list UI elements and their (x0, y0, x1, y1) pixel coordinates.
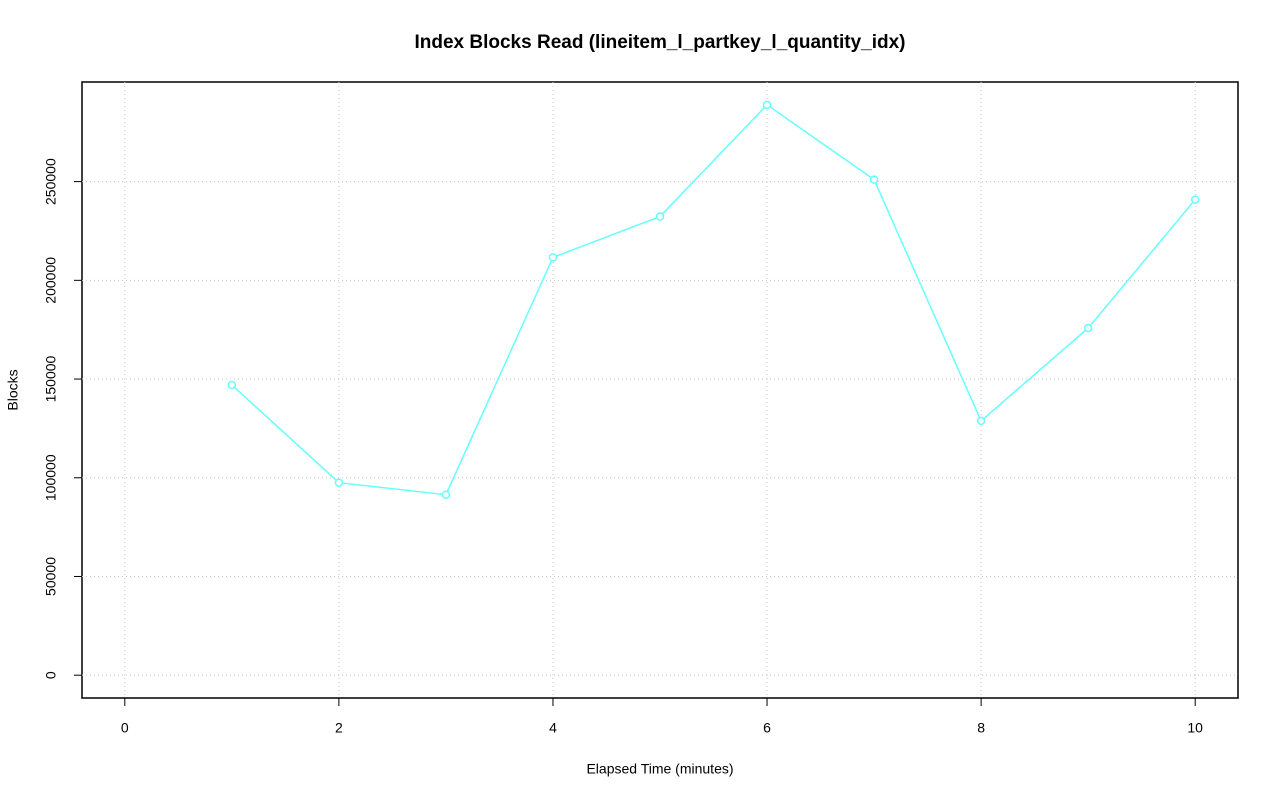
data-point (227, 380, 237, 390)
x-tick-label: 4 (549, 720, 557, 736)
data-point (334, 478, 344, 487)
x-axis-label: Elapsed Time (minutes) (586, 761, 733, 777)
chart-title: Index Blocks Read (lineitem_l_partkey_l_… (414, 32, 905, 53)
y-tick-label: 100000 (43, 454, 59, 501)
y-tick-label: 150000 (43, 355, 59, 402)
data-point (548, 253, 558, 262)
data-point (869, 175, 879, 184)
data-point (655, 212, 665, 221)
data-point (762, 100, 772, 110)
data-point (976, 416, 986, 426)
x-tick-label: 2 (335, 720, 343, 736)
data-point (1083, 323, 1093, 333)
x-tick-label: 8 (977, 720, 985, 736)
data-point (441, 490, 451, 499)
series-line (231, 103, 1196, 496)
data-point (1190, 195, 1200, 204)
x-tick-label: 0 (121, 720, 129, 736)
y-tick-label: 200000 (43, 257, 59, 304)
plot-box (81, 81, 1239, 699)
x-tick-label: 10 (1187, 720, 1203, 736)
y-tick-label: 50000 (43, 557, 59, 596)
y-tick-label: 250000 (43, 158, 59, 205)
x-tick-label: 6 (763, 720, 771, 736)
y-axis-label: Blocks (5, 369, 21, 410)
y-tick-label: 0 (43, 671, 59, 679)
